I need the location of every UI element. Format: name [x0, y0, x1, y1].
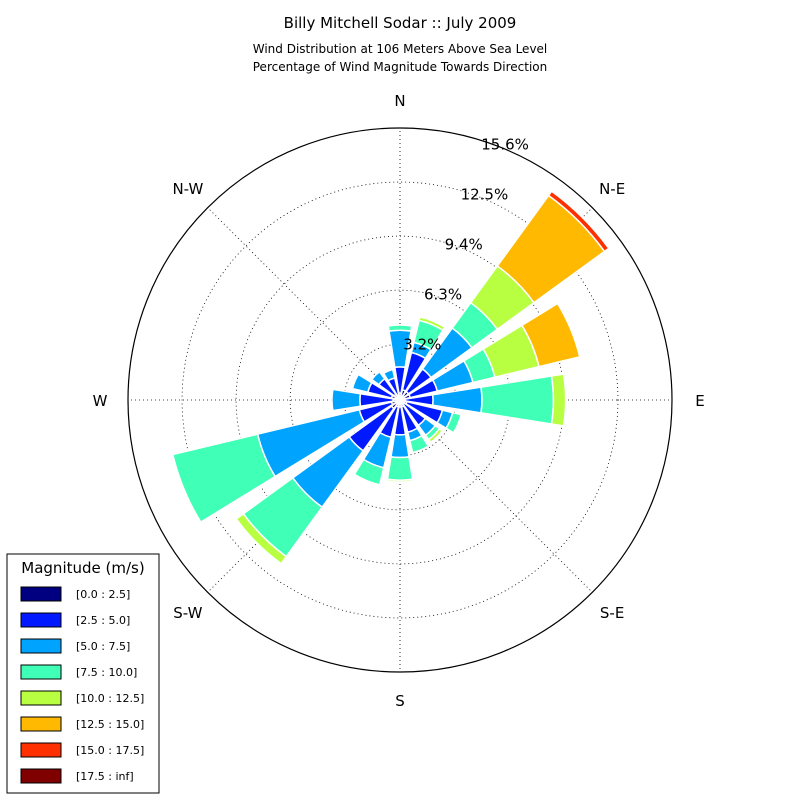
legend-swatch — [20, 690, 62, 706]
radial-tick-label: 12.5% — [461, 186, 509, 204]
wind-bar-segment — [382, 368, 396, 382]
wind-bar-segment — [547, 190, 610, 253]
legend-entry-label: [0.0 : 2.5] — [76, 588, 130, 601]
chart-title: Billy Mitchell Sodar :: July 2009 — [284, 14, 517, 32]
polar-outer-circle — [127, 127, 673, 673]
legend-swatch — [20, 742, 62, 758]
wind-bar-segment — [370, 370, 386, 386]
wind-bar-segment — [427, 427, 444, 444]
direction-label: E — [695, 392, 704, 410]
legend-swatch — [20, 664, 62, 680]
legend-entry-label: [2.5 : 5.0] — [76, 614, 130, 627]
legend-entry-label: [15.0 : 17.5] — [76, 744, 144, 757]
wind-bar-segment — [387, 324, 413, 332]
wind-bar-segment — [331, 388, 362, 412]
direction-label: N-W — [172, 180, 203, 198]
wind-bar-segment — [550, 373, 567, 427]
direction-label: N-E — [599, 180, 625, 198]
wind-bar-segment — [408, 434, 430, 454]
wind-bar-segment — [480, 375, 555, 425]
direction-label: W — [93, 392, 108, 410]
wind-bar-segment — [386, 478, 414, 483]
legend-swatch — [20, 638, 62, 654]
wind-bar-segment — [520, 302, 581, 368]
legend-swatch — [20, 716, 62, 732]
direction-label: N — [394, 92, 405, 110]
legend-entry-label: [17.5 : inf] — [76, 770, 134, 783]
radial-tick-label: 15.6% — [481, 136, 529, 154]
legend-swatch — [20, 768, 62, 784]
legend-swatch — [20, 586, 62, 602]
direction-label: S-W — [173, 604, 202, 622]
legend-entry-label: [10.0 : 12.5] — [76, 692, 144, 705]
direction-label: S-E — [600, 604, 624, 622]
wind-bar-segment — [390, 433, 410, 459]
legend-title: Magnitude (m/s) — [21, 559, 144, 577]
legend-entry-label: [5.0 : 7.5] — [76, 640, 130, 653]
legend-swatch — [20, 612, 62, 628]
wind-bar-segment — [386, 455, 414, 481]
wind-bars — [171, 190, 610, 565]
chart-subtitle-line-1: Wind Distribution at 106 Meters Above Se… — [253, 42, 548, 56]
radial-grid-ring — [181, 181, 619, 619]
radial-tick-label: 9.4% — [445, 236, 483, 254]
radial-tick-label: 6.3% — [424, 286, 462, 304]
radial-tick-label: 3.2% — [403, 335, 441, 353]
wind-bar-segment — [171, 433, 277, 524]
direction-label: S — [395, 692, 405, 710]
polar-labels: N N-E E S-E S S-W W N-W 3.2% 6.3% 9.4% 12.5% 15.6% — [93, 92, 705, 710]
angular-grid-spoke — [207, 207, 401, 401]
wind-bar-segment — [235, 512, 288, 565]
wind-bar-segment — [418, 316, 446, 332]
legend-entry-label: [12.5 : 15.0] — [76, 718, 144, 731]
wind-bar-segment — [351, 373, 373, 394]
legend-entry-label: [7.5 : 10.0] — [76, 666, 137, 679]
legend: Magnitude (m/s) [0.0 : 2.5] [2.5 : 5.0] [5… — [6, 553, 160, 794]
wind-bar-segment — [445, 411, 462, 434]
wind-bar-segment — [353, 458, 385, 486]
chart-subtitle-line-2: Percentage of Wind Magnitude Towards Dir… — [253, 60, 547, 74]
